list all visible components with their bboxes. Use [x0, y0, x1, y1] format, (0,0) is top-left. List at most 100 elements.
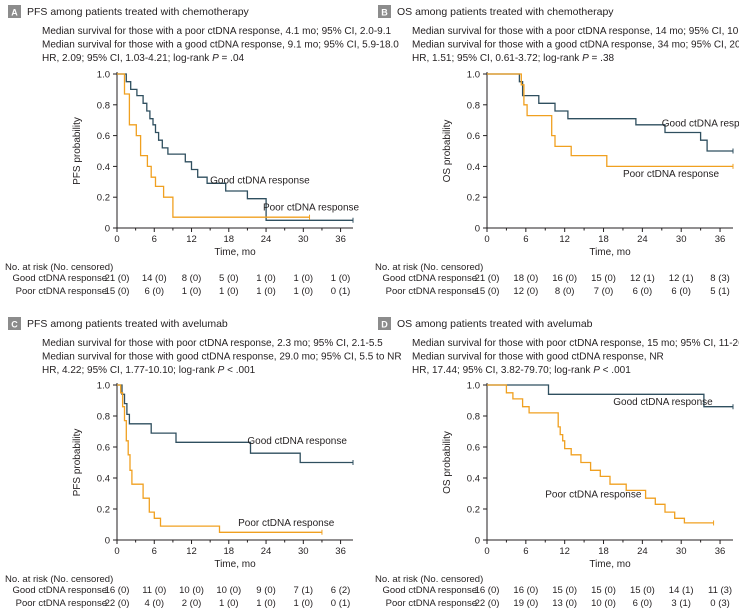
risk-cell: 21 (0) — [475, 273, 500, 284]
y-tick-label: 0.2 — [467, 505, 480, 516]
curve-label-good: Good ctDNA response — [210, 175, 310, 186]
stat-p: P — [593, 365, 600, 376]
y-tick-label: 0 — [105, 536, 110, 547]
risk-cell: 2 (0) — [182, 598, 202, 609]
risk-table-header: No. at risk (No. censored) — [375, 262, 483, 273]
stat-p: P — [212, 53, 219, 64]
x-tick-label: 18 — [598, 234, 609, 245]
risk-cell: 1 (0) — [182, 286, 202, 297]
risk-cell: 8 (0) — [555, 286, 575, 297]
risk-cell: 12 (1) — [630, 273, 655, 284]
risk-cell: 12 (0) — [513, 286, 538, 297]
km-curve-poor — [117, 384, 322, 533]
x-tick-label: 30 — [676, 234, 687, 245]
risk-table-header: No. at risk (No. censored) — [375, 574, 483, 585]
risk-group-label: Good ctDNA response — [382, 273, 477, 284]
stat-pre: HR, 1.51; 95% CI, 0.61-3.72; log-rank — [412, 53, 582, 64]
risk-cell: 15 (0) — [475, 286, 500, 297]
panel-letter: D — [381, 320, 388, 330]
panel-title: OS among patients treated with avelumab — [397, 318, 593, 330]
panel-title: OS among patients treated with chemother… — [397, 6, 614, 18]
panel-letter-badge — [378, 317, 391, 330]
risk-cell: 10 (0) — [179, 585, 204, 596]
x-tick-label: 36 — [715, 234, 726, 245]
curve-label-poor: Poor ctDNA response — [623, 169, 720, 180]
stat-line: Median survival for those with good ctDN… — [412, 352, 664, 363]
risk-cell: 8 (3) — [710, 273, 730, 284]
x-tick-label: 6 — [523, 234, 528, 245]
risk-cell: 3 (1) — [671, 598, 691, 609]
panel-c: C PFS among patients treated with aveluma… — [5, 317, 402, 609]
risk-group-label: Good ctDNA response — [12, 585, 107, 596]
y-tick-label: 0.4 — [467, 474, 480, 485]
y-tick-label: 0.8 — [97, 100, 110, 111]
y-tick-label: 0.8 — [467, 412, 480, 423]
stat-line: Median survival for those with a poor ct… — [412, 26, 739, 37]
panel-title: PFS among patients treated with avelumab — [27, 318, 228, 330]
risk-cell: 0 (3) — [710, 598, 730, 609]
risk-cell: 13 (0) — [552, 598, 577, 609]
risk-cell: 6 (0) — [144, 286, 164, 297]
x-tick-label: 24 — [637, 546, 648, 557]
x-tick-label: 36 — [335, 546, 346, 557]
y-tick-label: 0.4 — [97, 162, 110, 173]
risk-cell: 16 (0) — [475, 585, 500, 596]
panel-letter-badge — [378, 5, 391, 18]
risk-cell: 18 (0) — [513, 273, 538, 284]
stat-line: HR, 4.22; 95% CI, 1.77-10.10; log-rank P… — [42, 365, 256, 376]
risk-cell: 1 (0) — [294, 273, 314, 284]
risk-cell: 7 (1) — [294, 585, 314, 596]
curve-label-poor: Poor ctDNA response — [238, 518, 335, 529]
panel-letter-badge — [8, 5, 21, 18]
risk-cell: 16 (0) — [513, 585, 538, 596]
risk-cell: 6 (0) — [633, 286, 653, 297]
x-tick-label: 0 — [484, 234, 489, 245]
risk-cell: 1 (0) — [331, 273, 351, 284]
risk-cell: 22 (0) — [475, 598, 500, 609]
risk-cell: 1 (0) — [219, 286, 239, 297]
x-axis-label: Time, mo — [214, 247, 256, 258]
x-tick-label: 18 — [224, 234, 235, 245]
panel-letter: B — [381, 8, 388, 18]
risk-cell: 15 (0) — [630, 585, 655, 596]
risk-cell: 19 (0) — [513, 598, 538, 609]
x-tick-label: 0 — [484, 546, 489, 557]
x-axis-label: Time, mo — [589, 247, 631, 258]
curve-label-good: Good ctDNA response — [662, 118, 739, 129]
x-tick-label: 6 — [152, 234, 157, 245]
stat-post: < .001 — [224, 365, 255, 376]
y-tick-label: 1.0 — [467, 70, 480, 81]
risk-cell: 12 (1) — [669, 273, 694, 284]
risk-cell: 5 (1) — [710, 286, 730, 297]
risk-cell: 21 (0) — [105, 273, 130, 284]
x-tick-label: 36 — [715, 546, 726, 557]
y-axis-label: OS probability — [442, 431, 453, 494]
stat-line: Median survival for those with a good ct… — [412, 40, 739, 51]
x-tick-label: 36 — [335, 234, 346, 245]
stat-pre: HR, 2.09; 95% CI, 1.03-4.21; log-rank — [42, 53, 212, 64]
y-axis-label: PFS probability — [72, 429, 83, 497]
stat-line: Median survival for those with a good ct… — [42, 40, 399, 51]
y-tick-label: 0.4 — [97, 474, 110, 485]
panel-letter: A — [11, 8, 18, 18]
risk-cell: 6 (2) — [331, 585, 351, 596]
curve-label-good: Good ctDNA response — [613, 397, 713, 408]
y-tick-label: 0.6 — [467, 443, 480, 454]
risk-cell: 4 (0) — [144, 598, 164, 609]
km-curve-good — [487, 73, 733, 152]
curve-label-poor: Poor ctDNA response — [545, 489, 642, 500]
risk-cell: 10 (0) — [591, 598, 616, 609]
y-tick-label: 0.8 — [467, 100, 480, 111]
y-axis-label: OS probability — [442, 120, 453, 183]
panel-b: B OS among patients treated with chemothe… — [375, 5, 739, 297]
panel-a: A PFS among patients treated with chemoth… — [5, 5, 399, 297]
y-tick-label: 0.2 — [97, 193, 110, 204]
x-axis-label: Time, mo — [589, 559, 631, 570]
x-tick-label: 0 — [114, 234, 119, 245]
curve-label-poor: Poor ctDNA response — [263, 202, 360, 213]
risk-cell: 15 (0) — [591, 585, 616, 596]
risk-group-label: Poor ctDNA response — [16, 286, 107, 297]
risk-cell: 11 (3) — [708, 585, 732, 596]
x-tick-label: 0 — [114, 546, 119, 557]
